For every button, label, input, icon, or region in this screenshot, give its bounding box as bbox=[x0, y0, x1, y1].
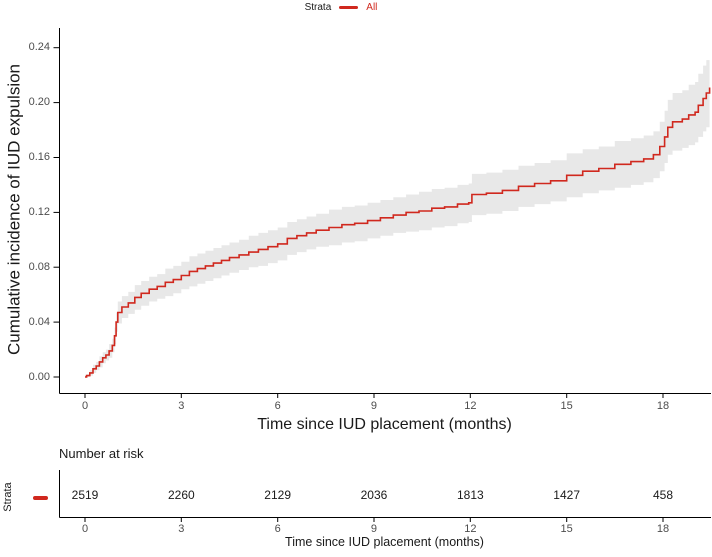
risk-x-axis-title: Time since IUD placement (months) bbox=[285, 535, 484, 549]
x-tick-label: 18 bbox=[656, 400, 670, 412]
legend-line-icon bbox=[339, 6, 359, 9]
x-tick-label: 0 bbox=[81, 400, 89, 412]
x-tick-label: 15 bbox=[560, 400, 573, 412]
risk-x-tick-label: 0 bbox=[81, 523, 89, 535]
x-tick-label: 9 bbox=[370, 400, 378, 412]
risk-x-tick-label: 3 bbox=[178, 523, 185, 535]
x-axis-title: Time since IUD placement (months) bbox=[257, 416, 512, 433]
risk-count: 2129 bbox=[264, 488, 291, 502]
survival-curve bbox=[85, 87, 711, 378]
y-tick-label: 0.08 bbox=[28, 260, 50, 273]
legend-label-all: All bbox=[366, 2, 378, 13]
risk-x-tick-label: 15 bbox=[560, 523, 573, 535]
y-tick-label: 0.20 bbox=[28, 96, 50, 109]
x-tick-label: 12 bbox=[464, 400, 477, 412]
y-tick-label: 0.12 bbox=[28, 205, 50, 218]
risk-count: 1813 bbox=[456, 488, 484, 502]
plot-legend: Strata All bbox=[0, 2, 712, 13]
y-tick-label: 0.04 bbox=[28, 315, 50, 328]
risk-count: 1427 bbox=[553, 488, 580, 502]
y-tick-label: 0.00 bbox=[28, 370, 50, 383]
y-tick-label: 0.16 bbox=[28, 150, 50, 163]
risk-count: 2519 bbox=[71, 488, 99, 502]
risk-x-tick-label: 6 bbox=[274, 523, 281, 535]
x-tick-label: 6 bbox=[274, 400, 281, 412]
risk-table-title: Number at risk bbox=[59, 446, 144, 461]
risk-x-tick-label: 12 bbox=[464, 523, 477, 535]
risk-strata-axis-label: Strata bbox=[2, 482, 14, 512]
y-tick-label: 0.24 bbox=[28, 41, 50, 54]
x-tick-label: 3 bbox=[178, 400, 185, 412]
risk-count: 2036 bbox=[360, 488, 388, 502]
risk-x-tick-label: 9 bbox=[370, 523, 378, 535]
legend-title: Strata bbox=[304, 2, 332, 13]
risk-count: 458 bbox=[652, 488, 673, 502]
risk-legend-line-icon bbox=[33, 496, 48, 500]
risk-count: 2260 bbox=[167, 488, 195, 502]
risk-x-tick-label: 18 bbox=[656, 523, 670, 535]
